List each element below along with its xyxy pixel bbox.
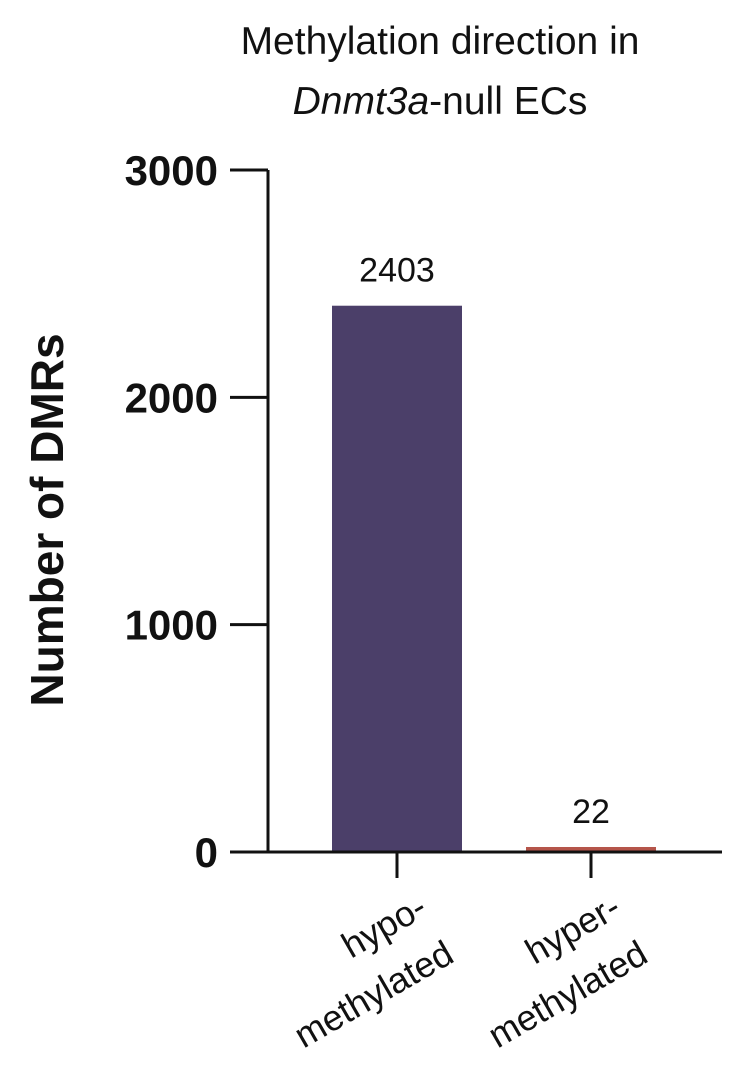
- y-tick-label-3: 3000: [125, 147, 218, 194]
- x-tick-label-1: hyper-methylated: [454, 885, 654, 1055]
- bar-value-label-1: 22: [572, 793, 610, 831]
- y-axis-label: Number of DMRs: [21, 333, 73, 706]
- chart-title-gene: Dnmt3a: [292, 80, 430, 123]
- y-tick-label-1: 1000: [125, 602, 218, 649]
- x-tick-label-0: hypo-methylated: [260, 885, 460, 1055]
- bar-1: [526, 846, 656, 852]
- y-tick-label-2: 2000: [125, 374, 218, 421]
- chart-title-suffix: -null ECs: [429, 80, 588, 123]
- bar-0: [332, 305, 462, 852]
- plot-area: 2403 22 0 1000 2000 3000 hypo-methylatedhyper-…: [125, 147, 722, 1056]
- chart-title-line1: Methylation direction in: [240, 20, 640, 63]
- chart-title-line2: Dnmt3a-null ECs: [140, 82, 740, 121]
- y-tick-label-0: 0: [195, 829, 218, 876]
- bar-value-label-0: 2403: [359, 252, 435, 290]
